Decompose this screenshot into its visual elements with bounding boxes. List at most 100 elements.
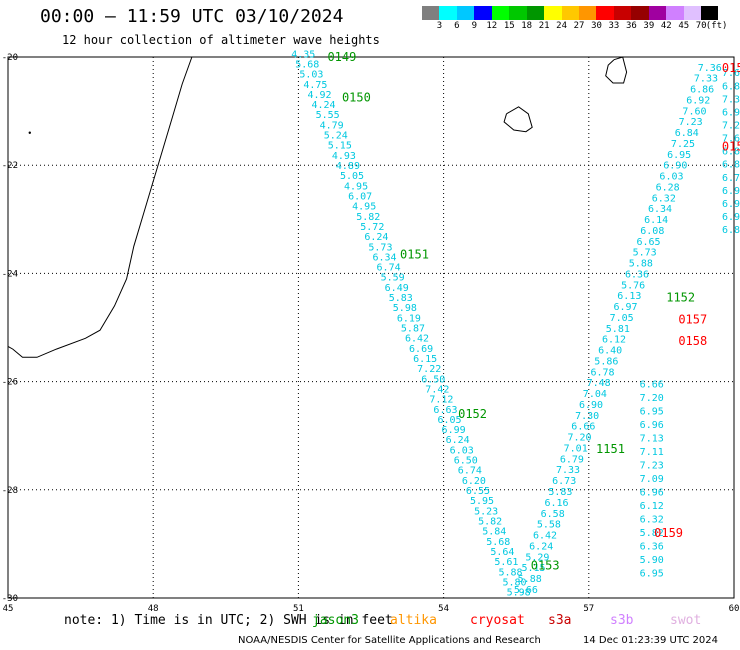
pass-time-label: 0157 [678, 312, 707, 326]
wave-height-value: 7.09 [640, 474, 664, 485]
wave-height-value: 4.24 [312, 100, 336, 111]
wave-height-value: 7.33 [556, 465, 580, 476]
legend-swatch [701, 6, 719, 20]
wave-height-value: 6.99 [442, 425, 466, 436]
small-island-dot [28, 131, 31, 134]
legend-label: 24 [556, 21, 568, 31]
wave-height-value: 6.34 [372, 252, 396, 263]
legend-swatch [474, 6, 492, 20]
wave-height-value: 6.79 [560, 454, 584, 465]
wave-height-value: 7.11 [640, 447, 664, 458]
wave-height-value: 5.86 [594, 356, 618, 367]
wave-height-value: 7.42 [425, 384, 449, 395]
wave-height-value: 6.20 [462, 476, 486, 487]
wave-height-value: 7.20 [567, 433, 591, 444]
lat-tick-label: -26 [2, 378, 18, 388]
wave-height-value: 5.82 [356, 212, 380, 223]
pass-time-label: 1151 [596, 442, 625, 456]
wave-height-value: 6.74 [377, 263, 401, 274]
wave-height-value: 6.07 [348, 191, 372, 202]
wave-height-value: 5.66 [514, 585, 538, 596]
wave-height-value: 6.89 [722, 225, 740, 236]
legend-label: 18 [521, 21, 533, 31]
plot-title: 00:00 — 11:59 UTC 03/10/2024 [40, 6, 344, 27]
wave-height-value: 6.24 [364, 232, 388, 243]
legend-swatch [561, 6, 579, 20]
wave-height-value: 5.64 [490, 547, 514, 558]
lat-tick-label: -28 [2, 486, 18, 496]
wave-height-value: 6.12 [602, 335, 626, 346]
legend-label: 45 [678, 21, 690, 31]
wave-height-value: 6.72 [722, 173, 740, 184]
lat-tick-label: -30 [2, 594, 18, 604]
color-legend-bar [422, 6, 719, 20]
legend-swatch [544, 6, 562, 20]
wave-height-value: 5.68 [486, 537, 510, 548]
wave-height-value: 7.30 [575, 411, 599, 422]
wave-height-value: 6.15 [413, 354, 437, 365]
wave-height-value: 6.63 [433, 405, 457, 416]
wave-height-value: 6.14 [644, 215, 668, 226]
pass-time-label: 0159 [654, 526, 683, 540]
wave-height-value: 5.81 [606, 324, 630, 335]
legend-label: 6 [454, 21, 460, 31]
wave-height-value: 4.35 [291, 49, 315, 60]
wave-height-value: 5.76 [621, 280, 645, 291]
wave-height-value: 6.05 [437, 415, 461, 426]
wave-height-value: 5.95 [470, 496, 494, 507]
legend-swatch [683, 6, 701, 20]
legend-label: 3 [436, 21, 443, 31]
legend-label: 21 [538, 21, 550, 31]
wave-height-value: 5.61 [494, 557, 518, 568]
wave-height-value: 7.33 [694, 74, 718, 85]
wave-height-value: 6.19 [397, 313, 421, 324]
satellite-s3a: s3a [548, 613, 572, 628]
wave-height-value: 5.72 [360, 222, 384, 233]
lat-tick-label: -20 [2, 53, 18, 63]
lon-tick-label: 54 [438, 604, 449, 614]
wave-height-value: 6.08 [640, 226, 664, 237]
satellite-altika: altika [390, 613, 437, 628]
wave-height-value: 6.69 [409, 344, 433, 355]
lon-tick-label: 60 [729, 604, 740, 614]
satellite-jason3: jason3 [312, 613, 359, 628]
wave-height-value: 5.73 [368, 242, 392, 253]
wave-height-value: 6.03 [450, 445, 474, 456]
legend-label: 36 [625, 21, 637, 31]
wave-height-value: 7.23 [679, 117, 703, 128]
wave-height-value: 6.24 [446, 435, 470, 446]
mauritius-coastline [605, 56, 628, 84]
wave-height-value: 6.83 [722, 160, 740, 171]
wave-height-value: 5.98 [507, 588, 531, 599]
lon-tick-label: 51 [293, 604, 304, 614]
wave-height-value: 6.03 [659, 172, 683, 183]
wave-height-value: 7.22 [417, 364, 441, 375]
wave-height-value: 5.83 [389, 293, 413, 304]
wave-height-value: 6.58 [541, 509, 565, 520]
legend-swatch [631, 6, 649, 20]
legend-label: 27 [573, 21, 585, 31]
pass-time-label: 0151 [400, 247, 429, 261]
wave-height-value: 7.27 [722, 121, 740, 132]
wave-height-value: 6.97 [613, 302, 637, 313]
wave-height-value: 5.87 [401, 324, 425, 335]
wave-height-value: 7.05 [610, 313, 634, 324]
wave-height-value: 5.90 [640, 555, 664, 566]
plot-subtitle: 12 hour collection of altimeter wave hei… [62, 33, 380, 47]
madagascar-coastline [7, 56, 193, 358]
wave-height-value: 6.55 [466, 486, 490, 497]
wave-height-value: 6.86 [690, 85, 714, 96]
lon-tick-label: 57 [583, 604, 594, 614]
wave-height-value: 6.49 [385, 283, 409, 294]
wave-height-value: 6.90 [579, 400, 603, 411]
wave-height-value: 6.40 [598, 346, 622, 357]
wave-height-value: 7.36 [698, 63, 722, 74]
wave-height-value: 6.74 [458, 466, 482, 477]
wave-height-value: 6.66 [640, 379, 664, 390]
wave-height-value: 6.93 [722, 186, 740, 197]
map-frame [7, 56, 735, 599]
pass-time-label: 0152 [458, 407, 487, 421]
legend-label: 12 [486, 21, 498, 31]
wave-height-value: 5.24 [324, 131, 348, 142]
pass-time-label: 0157 [722, 139, 740, 153]
